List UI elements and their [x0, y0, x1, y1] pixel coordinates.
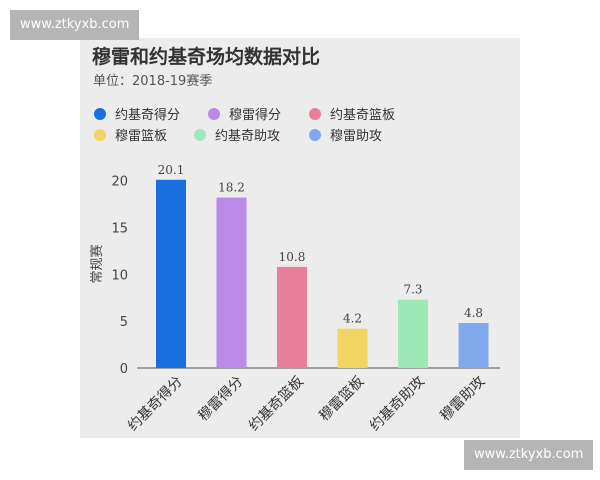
bar-value-label: 4.8: [464, 306, 483, 320]
legend-item-jokic-points: 约基奇得分: [94, 104, 180, 123]
legend-label-murray-points: 穆雷得分: [229, 108, 282, 123]
y-tick-label: 5: [120, 315, 128, 330]
bar-1: [156, 179, 186, 368]
chart-title: 穆雷和约基奇场均数据对比: [92, 46, 321, 68]
x-tick-label: 约基奇篮板: [245, 373, 307, 435]
legend-label-jokic-assists: 约基奇助攻: [215, 129, 281, 144]
legend-dot-murray-points: [208, 107, 220, 120]
bar-3: [277, 266, 307, 368]
watermark-bottom: www.ztkyxb.com: [464, 440, 594, 470]
chart-subtitle: 单位：2018-19赛季: [93, 74, 213, 89]
x-tick-label: 约基奇助攻: [366, 373, 428, 435]
bar-value-label: 4.2: [343, 312, 362, 326]
legend-label-jokic-rebounds: 约基奇篮板: [330, 108, 396, 123]
y-tick-label: 0: [120, 362, 128, 377]
chart-panel: [80, 38, 520, 438]
bar-value-label: 7.3: [403, 283, 422, 297]
bar-value-label: 18.2: [218, 181, 245, 195]
watermark-top: www.ztkyxb.com: [10, 10, 140, 40]
legend-dot-jokic-rebounds: [309, 107, 321, 120]
legend-item-jokic-rebounds: 约基奇篮板: [309, 104, 395, 123]
y-tick-label: 10: [111, 268, 128, 283]
x-tick-label: 约基奇得分: [124, 373, 186, 435]
legend-dot-murray-rebounds: [94, 128, 106, 141]
x-tick-label: 穆雷篮板: [316, 374, 367, 425]
bar-value-label: 10.8: [279, 250, 306, 264]
legend-label-murray-rebounds: 穆雷篮板: [115, 129, 168, 144]
legend-dot-jokic-points: [94, 107, 106, 120]
legend-label-jokic-points: 约基奇得分: [115, 108, 181, 123]
legend-item-jokic-assists: 约基奇助攻: [194, 125, 280, 144]
legend-item-murray-assists: 穆雷助攻: [309, 125, 382, 144]
legend-label-murray-assists: 穆雷助攻: [330, 129, 383, 144]
legend-item-murray-points: 穆雷得分: [208, 104, 281, 123]
bar-4: [337, 328, 368, 368]
y-tick-label: 20: [111, 175, 128, 190]
legend-dot-murray-assists: [309, 128, 321, 141]
legend-dot-jokic-assists: [194, 128, 206, 141]
bar-6: [458, 323, 489, 368]
legend-item-murray-rebounds: 穆雷篮板: [94, 125, 167, 144]
bar-5: [398, 299, 428, 368]
y-tick-label: 15: [111, 222, 128, 237]
bar-value-label: 20.1: [158, 163, 185, 177]
x-tick-label: 穆雷得分: [195, 373, 247, 425]
x-tick-label: 穆雷助攻: [437, 374, 488, 425]
bar-2: [216, 197, 247, 368]
y-axis-label: 常规赛: [89, 244, 105, 283]
